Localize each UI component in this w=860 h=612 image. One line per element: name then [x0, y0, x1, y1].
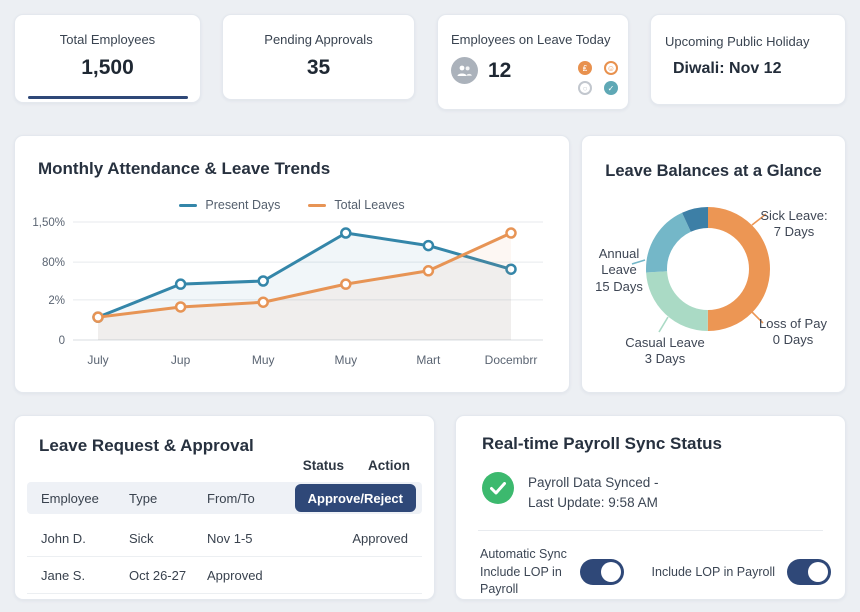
legend-dash-orange-icon: [308, 203, 327, 207]
stat-card-pending-approvals: Pending Approvals 35: [222, 14, 415, 100]
callout-line: 15 Days: [595, 278, 643, 294]
toggle-label-line: Automatic Sync: [480, 547, 567, 561]
stat-label: Pending Approvals: [264, 32, 373, 47]
legend-label: Present Days: [205, 198, 281, 212]
cell-employee: Jane S.: [41, 568, 86, 583]
col-employee: Employee: [41, 490, 99, 506]
cell-status: Approved: [352, 531, 408, 546]
callout-line: Loss of Pay: [759, 316, 827, 331]
avatar-orange-icon: ₤: [578, 61, 592, 75]
svg-text:Mart: Mart: [416, 353, 441, 367]
stat-card-total-employees: Total Employees 1,500: [14, 14, 201, 103]
sync-success-check-icon: [482, 472, 514, 504]
payroll-title: Real-time Payroll Sync Status: [482, 434, 722, 453]
table-row[interactable]: John D. Sick Nov 1-5 Approved: [27, 521, 422, 557]
legend-dash-blue-icon: [179, 203, 198, 207]
stat-value: 35: [306, 56, 331, 79]
cell-type: Sick: [129, 531, 154, 546]
legend-total-leaves: Total Leaves: [308, 198, 405, 212]
callout-loss-of-pay: Loss of Pay 0 Days: [750, 316, 836, 349]
callout-line: 7 Days: [773, 224, 815, 240]
callout-line: Sick Leave:: [760, 208, 828, 223]
stat-card-on-leave-today: Employees on Leave Today 12 ₤ ☺ ○ ✓: [437, 14, 629, 110]
svg-text:0: 0: [59, 335, 65, 347]
svg-text:Muy: Muy: [252, 353, 275, 367]
svg-text:Docembrr: Docembrr: [485, 353, 538, 367]
table-header-row: Employee Type From/To Approve/Reject: [27, 482, 422, 514]
svg-text:Muy: Muy: [334, 353, 357, 367]
sync-status-line2: Last Update: 9:58 AM: [528, 494, 658, 510]
legend-present-days: Present Days: [179, 198, 280, 212]
table-title: Leave Request & Approval: [39, 436, 254, 455]
toggle-knob: [808, 562, 828, 583]
stat-card-public-holiday: Upcoming Public Holiday Diwali: Nov 12: [650, 14, 846, 105]
attendance-trends-card: Monthly Attendance & Leave Trends Presen…: [14, 135, 570, 393]
cell-employee: John D.: [41, 531, 86, 546]
attendance-line-chart: 1,50% 80% 2% 0 July Jup Muy Muy Mart Docembrr: [32, 217, 543, 367]
cell-from-to: Approved: [207, 568, 263, 583]
toggle-label-line: Include LOP in Payroll: [480, 564, 562, 597]
approve-reject-button[interactable]: Approve/Reject: [294, 484, 416, 512]
callout-casual-leave: Casual Leave 3 Days: [618, 335, 712, 368]
donut-title: Leave Balances at a Glance: [605, 162, 822, 180]
cell-from-to: Nov 1-5: [207, 531, 253, 546]
leave-balances-card: Leave Balances at a Glance Sick Leave: 7…: [581, 135, 846, 393]
sync-status-text: Payroll Data Synced - Last Update: 9:58 …: [528, 472, 659, 512]
automatic-sync-toggle[interactable]: [579, 559, 624, 586]
svg-text:July: July: [87, 353, 108, 367]
chart-legend: Present Days Total Leaves: [15, 198, 569, 212]
callout-line: Casual Leave: [625, 335, 705, 350]
callout-line: Annual Leave: [598, 246, 640, 278]
avatar-gray-ring-icon: ○: [578, 81, 592, 95]
people-group-icon: [451, 57, 478, 84]
stat-value: Diwali: Nov 12: [673, 60, 782, 77]
include-lop-toggle[interactable]: [787, 559, 831, 586]
stat-value: 1,500: [81, 56, 134, 79]
stat-value: 12: [488, 58, 512, 82]
table-row[interactable]: Jane S. Oct 26-27 Approved: [27, 558, 422, 594]
divider: [478, 530, 823, 531]
toggle-knob: [600, 562, 621, 583]
svg-text:80%: 80%: [42, 257, 65, 269]
legend-label: Total Leaves: [334, 198, 405, 212]
svg-text:Jup: Jup: [171, 353, 191, 367]
header-status: Status: [302, 458, 344, 473]
leave-balances-donut: [631, 207, 770, 333]
payroll-sync-card: Real-time Payroll Sync Status Payroll Da…: [455, 415, 846, 600]
avatar-orange-ring-icon: ☺: [604, 61, 618, 75]
mini-avatar-cluster: ₤ ☺ ○ ✓: [578, 61, 618, 95]
accent-underline: [28, 96, 188, 99]
include-lop-label: Include LOP in Payroll: [651, 564, 775, 579]
callout-annual-leave: Annual Leave 15 Days: [580, 246, 658, 295]
header-action: Action: [368, 458, 410, 473]
automatic-sync-label: Automatic Sync Include LOP in Payroll: [480, 546, 576, 599]
leave-request-card: Leave Request & Approval Status Action E…: [14, 415, 435, 600]
avatar-teal-check-icon: ✓: [604, 81, 618, 95]
stat-label: Total Employees: [59, 32, 156, 47]
chart-title: Monthly Attendance & Leave Trends: [38, 159, 331, 178]
callout-line: 0 Days: [772, 332, 814, 348]
col-type: Type: [129, 490, 158, 506]
sync-status-line1: Payroll Data Synced -: [528, 475, 659, 490]
callout-sick-leave: Sick Leave: 7 Days: [754, 208, 834, 241]
stat-label: Upcoming Public Holiday: [665, 34, 810, 49]
svg-text:2%: 2%: [48, 295, 65, 307]
callout-line: 3 Days: [644, 351, 686, 367]
svg-text:1,50%: 1,50%: [32, 217, 65, 229]
col-from-to: From/To: [207, 490, 255, 506]
stat-label: Employees on Leave Today: [451, 32, 611, 47]
cell-type: Oct 26-27: [129, 568, 187, 583]
